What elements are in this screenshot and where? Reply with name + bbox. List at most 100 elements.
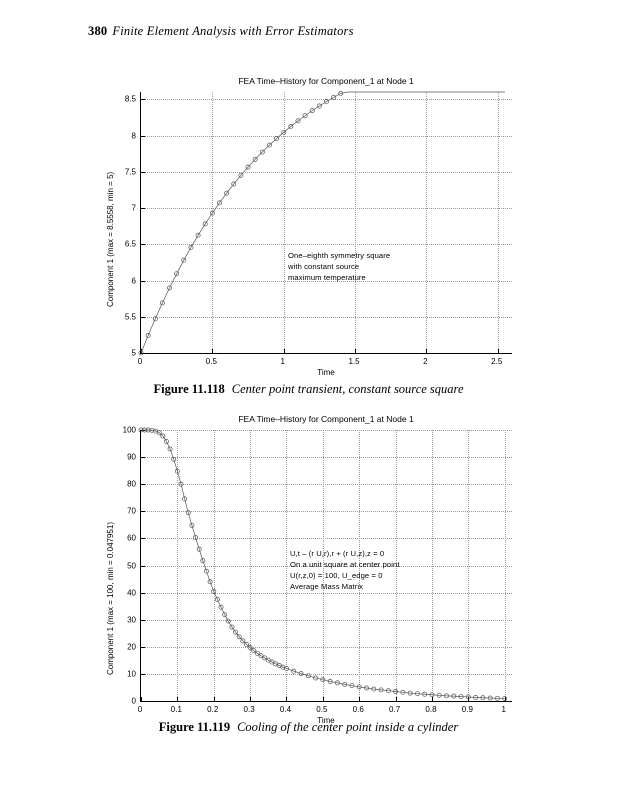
grid-line-horizontal [141, 565, 512, 567]
series-marker [349, 683, 355, 688]
x-axis-tick-label: 0.2 [207, 705, 219, 714]
x-axis-tick [504, 697, 506, 701]
grid-line-vertical [283, 92, 285, 353]
y-axis-tick-label: 7 [131, 203, 136, 213]
x-axis-tick-label: 0 [137, 705, 143, 714]
series-marker [217, 200, 222, 206]
series-marker [152, 316, 158, 322]
y-axis-tick-label: 50 [127, 561, 136, 570]
series-marker [202, 221, 208, 227]
figure-caption: Figure 11.118 Center point transient, con… [0, 382, 617, 397]
grid-line-horizontal [141, 430, 512, 431]
y-axis-tick-label: 5.5 [124, 312, 136, 322]
grid-line-horizontal [141, 673, 512, 675]
chart-title: FEA Time–History for Component_1 at Node… [238, 414, 414, 424]
figure-caption-text: Center point transient, constant source … [231, 382, 464, 396]
series-marker [138, 350, 144, 356]
series-marker [222, 612, 228, 617]
series-marker [480, 695, 486, 701]
series-marker [149, 427, 155, 433]
y-axis-tick [141, 538, 145, 540]
grid-line-horizontal [141, 208, 512, 209]
x-axis-tick-label: 1 [501, 705, 506, 714]
series-marker [181, 257, 187, 263]
y-axis-tick [141, 316, 145, 318]
series-marker [240, 638, 246, 644]
x-axis-tick-label: 0.9 [461, 705, 473, 714]
series-marker [138, 427, 144, 433]
series-marker [291, 668, 297, 674]
series-marker [254, 650, 260, 656]
series-marker [259, 149, 265, 155]
y-axis-tick-label: 40 [127, 588, 136, 598]
x-axis-tick [359, 697, 361, 701]
series-marker [364, 685, 369, 691]
series-marker [266, 142, 272, 148]
y-axis-tick [141, 171, 145, 173]
series-marker [316, 103, 322, 109]
x-axis-tick-label: 0.6 [352, 705, 364, 714]
series-marker [214, 596, 220, 602]
y-axis-label: Component 1 (max = 100, min = 0.047951) [106, 522, 115, 675]
chart-11-118: FEA Time–History for Component_1 at Node… [106, 76, 512, 377]
grid-line-horizontal [141, 457, 512, 459]
series-marker [334, 680, 340, 686]
y-axis-tick [141, 484, 145, 486]
series-marker [174, 271, 180, 277]
series-marker [324, 99, 329, 105]
series-marker [245, 164, 251, 170]
y-axis-tick-label: 0 [131, 696, 136, 706]
y-axis-tick-label: 7.5 [124, 167, 136, 177]
grid-line-horizontal [141, 244, 512, 246]
series-marker [159, 300, 165, 306]
plot-axes [138, 91, 512, 356]
y-axis-tick [141, 135, 145, 137]
y-axis-tick-label: 30 [127, 615, 136, 625]
series-marker [302, 113, 308, 119]
y-axis-tick [141, 619, 145, 621]
y-axis-tick [141, 565, 145, 567]
series-marker [145, 427, 151, 433]
chart-title: FEA Time–History for Component_1 at Node… [238, 76, 414, 86]
series-marker [298, 671, 304, 677]
grid-line-horizontal [141, 316, 512, 318]
chart-11-119: FEA Time–History for Component_1 at Node… [106, 414, 512, 725]
series-marker [178, 481, 184, 487]
series-marker [331, 94, 337, 100]
series-marker [174, 468, 180, 474]
y-axis-tick-label: 5 [131, 348, 136, 358]
series-marker [414, 691, 420, 697]
y-axis-tick-label: 20 [127, 642, 136, 652]
x-axis-tick-label: 2.5 [491, 357, 503, 366]
data-series-curve [138, 91, 505, 356]
series-marker [356, 684, 362, 690]
series-marker [393, 689, 399, 694]
figure-11-119: FEA Time–History for Component_1 at Node… [0, 410, 617, 734]
series-marker [284, 666, 289, 671]
series-marker [160, 433, 166, 439]
series-marker [313, 675, 319, 681]
series-marker [436, 692, 442, 698]
series-marker [225, 618, 231, 624]
y-axis-tick-label: 8 [131, 131, 136, 140]
x-axis-label: Time [317, 716, 335, 725]
page-folio: 380 [88, 24, 108, 38]
annotation-line: One–eighth symmetry square [288, 251, 391, 260]
chart-annotation: U,t – (r U,r),r + (r U,z),z = 0 On a unit… [290, 548, 400, 592]
series-marker [211, 589, 217, 594]
series-marker [229, 624, 235, 630]
series-marker [327, 679, 333, 684]
series-marker [288, 123, 294, 129]
x-axis-tick-label: 0.4 [279, 705, 292, 714]
x-axis-tick [141, 697, 142, 701]
grid-line-vertical [497, 92, 499, 353]
grid-line-horizontal [141, 171, 512, 173]
series-marker [156, 430, 162, 436]
series-marker [274, 136, 280, 141]
x-axis-label: Time [317, 368, 335, 377]
series-marker [200, 558, 206, 564]
grid-line-horizontal [141, 484, 512, 486]
x-axis-tick-label: 1.5 [348, 357, 360, 366]
x-axis-tick [212, 349, 214, 353]
x-axis-tick [250, 697, 252, 701]
